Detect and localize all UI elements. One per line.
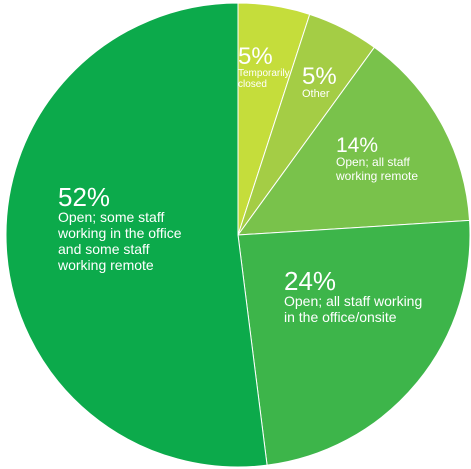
slice-percent-label-5: 52% bbox=[58, 182, 110, 212]
pie-slice-4 bbox=[237, 219, 471, 466]
pie-slice-5 bbox=[5, 2, 268, 468]
slice-percent-label-2: 5% bbox=[302, 63, 337, 90]
slice-category-label-1-line-2: closed bbox=[238, 79, 267, 90]
slice-percent-label-1: 5% bbox=[238, 43, 273, 70]
slice-category-label-2-line-1: Other bbox=[302, 88, 330, 100]
slice-category-label-4-line-2: in the office/onsite bbox=[284, 309, 397, 325]
slice-category-label-5-line-4: working remote bbox=[57, 257, 154, 273]
slice-percent-label-4: 24% bbox=[284, 266, 336, 296]
slice-category-label-3-line-1: Open; all staff bbox=[336, 155, 410, 169]
slice-category-label-4-line-1: Open; all staff working bbox=[284, 293, 422, 309]
slice-category-label-5-line-3: and some staff bbox=[58, 241, 150, 257]
slice-category-label-3-line-2: working remote bbox=[335, 169, 418, 183]
slice-category-label-5-line-2: working in the office bbox=[57, 225, 182, 241]
slice-category-label-5-line-1: Open; some staff bbox=[58, 209, 164, 225]
pie-slice-3 bbox=[236, 46, 471, 236]
slice-percent-label-3: 14% bbox=[336, 134, 378, 157]
slice-category-label-1-line-1: Temporarily bbox=[238, 68, 290, 79]
